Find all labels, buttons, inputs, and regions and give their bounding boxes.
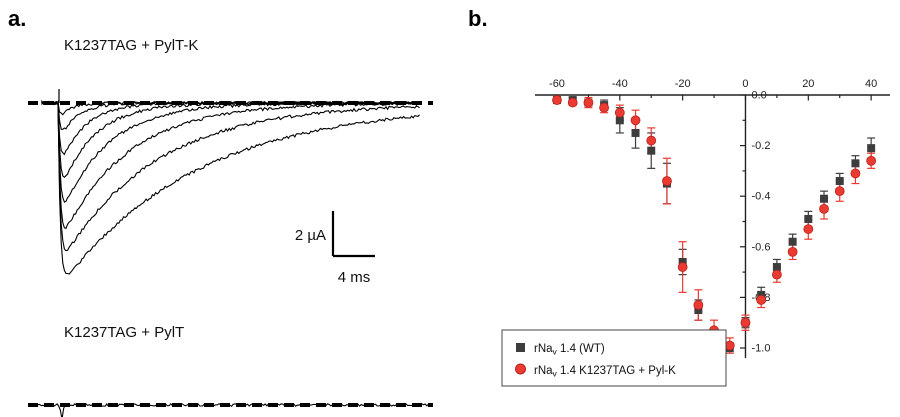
scale-bar-current-label: 2 µA: [295, 227, 326, 244]
data-point-circle: [646, 135, 657, 146]
current-traces: [41, 99, 420, 275]
data-point-circle: [552, 95, 562, 105]
y-tick-label: -0.4: [751, 191, 770, 203]
data-point-circle: [756, 295, 767, 305]
data-point-circle: [599, 102, 610, 113]
data-point-circle: [834, 186, 845, 197]
data-point-circle: [614, 107, 625, 118]
data-point-circle: [630, 115, 641, 126]
y-tick-label: -0.2: [751, 140, 770, 152]
data-point-square: [647, 146, 656, 155]
legend: rNav 1.4 (WT) rNav 1.4 K1237TAG + Pyl-K: [501, 329, 727, 387]
data-point-circle: [866, 155, 877, 166]
data-point-circle: [803, 224, 814, 234]
panel-b: b. -60-40-20020400.0-0.2-0.4-0.6-0.8-1.0…: [468, 6, 890, 387]
panel-a: a. K1237TAG + PylT-K 2 µA 4 ms K1237TAG …: [8, 6, 433, 417]
scale-bar: 2 µA 4 ms: [295, 211, 375, 286]
data-point-circle: [677, 262, 688, 272]
data-point-circle: [850, 168, 861, 179]
panel-b-label: b.: [468, 6, 488, 31]
legend-label-wt: rNav 1.4 (WT): [534, 343, 605, 357]
legend-label-mutant: rNav 1.4 K1237TAG + Pyl-K: [534, 365, 676, 379]
x-tick-label: 20: [802, 78, 814, 90]
data-point-circle: [819, 203, 829, 214]
data-point-circle: [583, 97, 594, 108]
data-point-circle: [740, 317, 751, 328]
data-point-square: [788, 237, 797, 246]
current-trace-sweep: [41, 101, 420, 252]
data-point-circle: [662, 176, 672, 186]
data-point-circle: [693, 300, 704, 310]
x-tick-label: -40: [612, 78, 628, 90]
data-point-square: [694, 306, 703, 315]
current-trace-sweep: [41, 100, 420, 229]
y-tick-label: 0.0: [751, 90, 766, 102]
y-tick-label: -1.0: [751, 343, 770, 355]
data-point-circle: [772, 269, 782, 280]
data-point-square: [851, 159, 860, 168]
data-point-circle: [787, 246, 798, 257]
current-trace-sweep: [41, 99, 420, 275]
data-point-square: [615, 116, 624, 125]
legend-box: [501, 329, 727, 387]
y-tick-label: -0.6: [751, 241, 770, 253]
data-point-square: [757, 290, 766, 299]
data-point-square: [835, 177, 844, 186]
scale-bar-time-label: 4 ms: [338, 269, 371, 286]
panel-a-label: a.: [8, 6, 26, 31]
x-tick-label: 40: [865, 78, 877, 90]
data-point-circle: [724, 340, 735, 351]
data-point-square: [772, 263, 781, 272]
data-point-square: [804, 214, 813, 223]
trace1-title: K1237TAG + PylT-K: [64, 37, 198, 54]
legend-square-marker-wt: [516, 343, 525, 352]
trace2-title: K1237TAG + PylT: [64, 324, 184, 341]
data-point-square: [631, 128, 640, 137]
current-trace-sweep: [41, 100, 420, 203]
x-tick-label: -60: [549, 78, 565, 90]
data-point-square: [678, 257, 687, 266]
current-trace-sweep: [41, 100, 420, 156]
legend-circle-marker-mutant: [515, 363, 526, 375]
x-tick-label: 0: [742, 78, 748, 90]
x-tick-label: -20: [675, 78, 691, 90]
data-point-square: [867, 144, 876, 153]
data-point-square: [820, 194, 829, 203]
data-point-circle: [567, 97, 578, 108]
